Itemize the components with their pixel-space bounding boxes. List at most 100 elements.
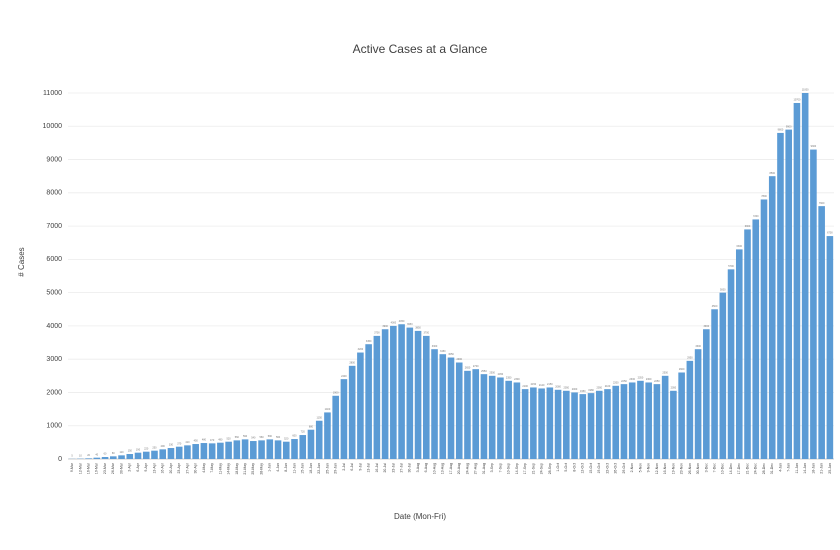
bar <box>398 324 405 459</box>
x-tick-label: 13-Apr <box>152 462 156 473</box>
x-tick-label: 21-Sep <box>531 463 535 474</box>
bar <box>579 394 587 459</box>
bar <box>760 199 768 460</box>
x-tick-label: 20-Aug <box>457 463 461 474</box>
value-label: 2250 <box>621 380 627 383</box>
x-tick-label: 23-Mar <box>103 462 107 474</box>
x-tick-label: 18-Jan <box>811 463 815 474</box>
value-label: 2100 <box>605 385 611 388</box>
y-tick-label: 10000 <box>43 123 63 130</box>
value-label: 450 <box>194 440 199 443</box>
x-tick-label: 22-Jun <box>317 463 321 474</box>
value-label: 5 <box>71 454 73 457</box>
x-tick-label: 20-Apr <box>169 462 173 473</box>
value-label: 190 <box>136 448 141 451</box>
value-label: 2500 <box>489 371 495 374</box>
bar <box>381 329 389 459</box>
value-label: 5700 <box>728 265 734 268</box>
x-tick-label: 9-Jul <box>358 463 362 471</box>
bar <box>118 455 125 459</box>
value-label: 110 <box>120 451 125 454</box>
x-tick-label: 29-Jun <box>334 463 338 474</box>
value-label: 40 <box>95 453 98 456</box>
x-tick-label: 31-Dec <box>770 463 774 475</box>
value-label: 1980 <box>588 389 594 392</box>
x-tick-label: 7-Dec <box>712 463 716 473</box>
x-tick-label: 2-Apr <box>128 462 132 471</box>
value-label: 2300 <box>629 378 635 381</box>
value-label: 60 <box>104 453 107 456</box>
x-tick-label: 23-Apr <box>177 462 181 473</box>
value-label: 5000 <box>720 288 726 291</box>
bar <box>571 392 578 459</box>
bar <box>365 344 372 459</box>
value-label: 3150 <box>440 350 446 353</box>
bar <box>217 442 224 459</box>
value-label: 2150 <box>531 383 537 386</box>
x-tick-label: 12-Mar <box>78 462 82 474</box>
x-tick-label: 31-Aug <box>482 463 486 474</box>
value-label: 410 <box>185 441 190 444</box>
x-tick-label: 30-Nov <box>696 463 700 475</box>
x-tick-label: 10-Dec <box>721 463 725 475</box>
value-label: 1900 <box>333 391 339 394</box>
value-label: 1400 <box>325 408 331 411</box>
x-tick-label: 19-Oct <box>597 463 601 474</box>
bar <box>101 457 109 459</box>
value-label: 2120 <box>539 384 545 387</box>
value-label: 3700 <box>374 332 380 335</box>
bar <box>628 382 636 459</box>
y-tick-label: 4000 <box>46 323 62 330</box>
value-label: 560 <box>276 436 281 439</box>
value-label: 3850 <box>415 327 421 330</box>
bar <box>505 380 512 459</box>
bar <box>315 420 323 459</box>
x-tick-label: 8-Oct <box>572 463 576 472</box>
value-label: 2450 <box>498 373 504 376</box>
bar <box>167 448 175 459</box>
bar <box>464 370 471 459</box>
bar <box>250 441 257 459</box>
value-label: 880 <box>309 425 314 428</box>
bar <box>200 443 208 459</box>
x-tick-label: 10-Sep <box>507 463 511 474</box>
x-tick-label: 17-Dec <box>737 463 741 475</box>
value-label: 3900 <box>382 325 388 328</box>
value-label: 520 <box>284 437 289 440</box>
bar <box>85 458 92 459</box>
x-tick-label: 23-Nov <box>680 463 684 475</box>
bar <box>752 219 760 459</box>
bar <box>307 429 315 459</box>
value-label: 540 <box>251 437 256 440</box>
x-tick-label: 17-Aug <box>449 463 453 474</box>
x-tick-label: 3-Aug <box>416 463 420 472</box>
bar <box>414 330 422 459</box>
bar <box>184 445 191 459</box>
y-tick-label: 11000 <box>43 90 62 97</box>
x-tick-label: 30-Apr <box>194 462 198 473</box>
x-tick-label: 1-Jun <box>268 463 272 472</box>
x-tick-label: 24-Dec <box>754 463 758 475</box>
x-tick-label: 7-May <box>210 463 214 473</box>
bar <box>612 385 620 459</box>
value-label: 470 <box>210 439 215 442</box>
bar <box>299 435 307 459</box>
x-tick-label: 14-May <box>227 463 231 475</box>
value-label: 480 <box>202 439 207 442</box>
value-label: 2900 <box>456 358 462 361</box>
value-label: 6300 <box>736 245 742 248</box>
bar <box>488 375 496 459</box>
x-tick-label: 28-May <box>259 463 263 475</box>
y-tick-label: 8000 <box>46 190 62 197</box>
value-label: 4500 <box>712 305 718 308</box>
x-tick-label: 12-Nov <box>655 463 659 475</box>
x-tick-label: 7-Jan <box>787 463 791 472</box>
x-tick-label: 19-Mar <box>95 462 99 474</box>
value-label: 3950 <box>407 323 413 326</box>
x-tick-label: 10-Aug <box>432 463 436 474</box>
value-label: 3450 <box>366 340 372 343</box>
y-tick-label: 7000 <box>46 223 62 230</box>
value-label: 560 <box>235 436 240 439</box>
y-tick-label: 5000 <box>46 289 62 296</box>
